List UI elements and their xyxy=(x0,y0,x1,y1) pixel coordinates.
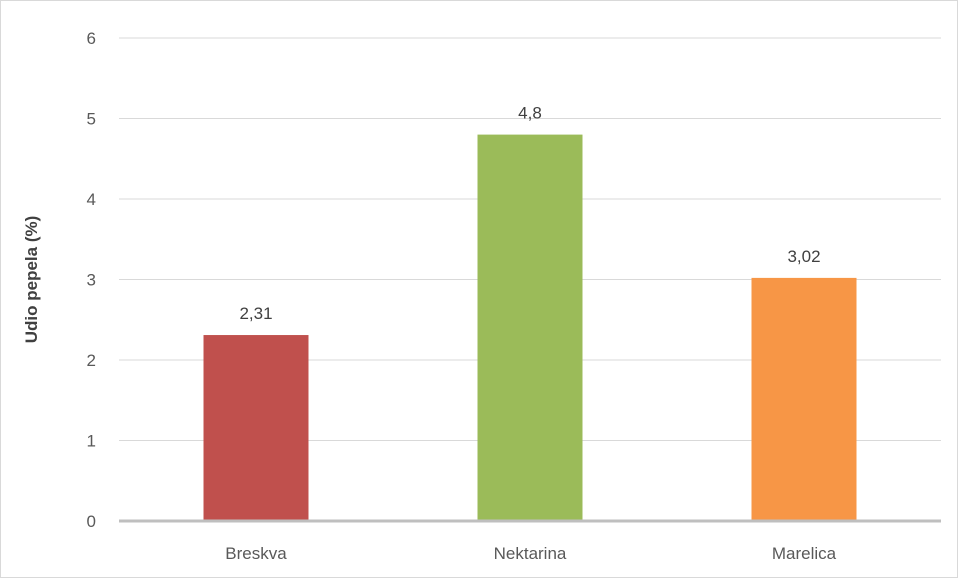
y-tick-label: 1 xyxy=(87,432,96,451)
data-label: 3,02 xyxy=(787,247,820,266)
bar-breskva xyxy=(203,335,309,521)
x-tick-label: Nektarina xyxy=(494,544,567,563)
y-tick-label: 2 xyxy=(87,351,96,370)
x-axis-ticks: Breskva Nektarina Marelica xyxy=(225,544,836,563)
y-tick-label: 3 xyxy=(87,271,96,290)
y-tick-label: 4 xyxy=(87,190,96,209)
y-tick-label: 6 xyxy=(87,29,96,48)
y-axis-ticks: 0 1 2 3 4 5 6 xyxy=(87,29,96,531)
x-tick-label: Marelica xyxy=(772,544,837,563)
bar-nektarina xyxy=(477,134,583,521)
data-label: 2,31 xyxy=(239,304,272,323)
y-tick-label: 5 xyxy=(87,110,96,129)
bar-marelica xyxy=(751,277,857,521)
data-labels: 2,31 4,8 3,02 xyxy=(239,104,820,323)
bars xyxy=(203,134,857,521)
x-tick-label: Breskva xyxy=(225,544,287,563)
data-label: 4,8 xyxy=(518,104,542,123)
y-tick-label: 0 xyxy=(87,512,96,531)
y-axis-title: Udio pepela (%) xyxy=(22,216,41,344)
